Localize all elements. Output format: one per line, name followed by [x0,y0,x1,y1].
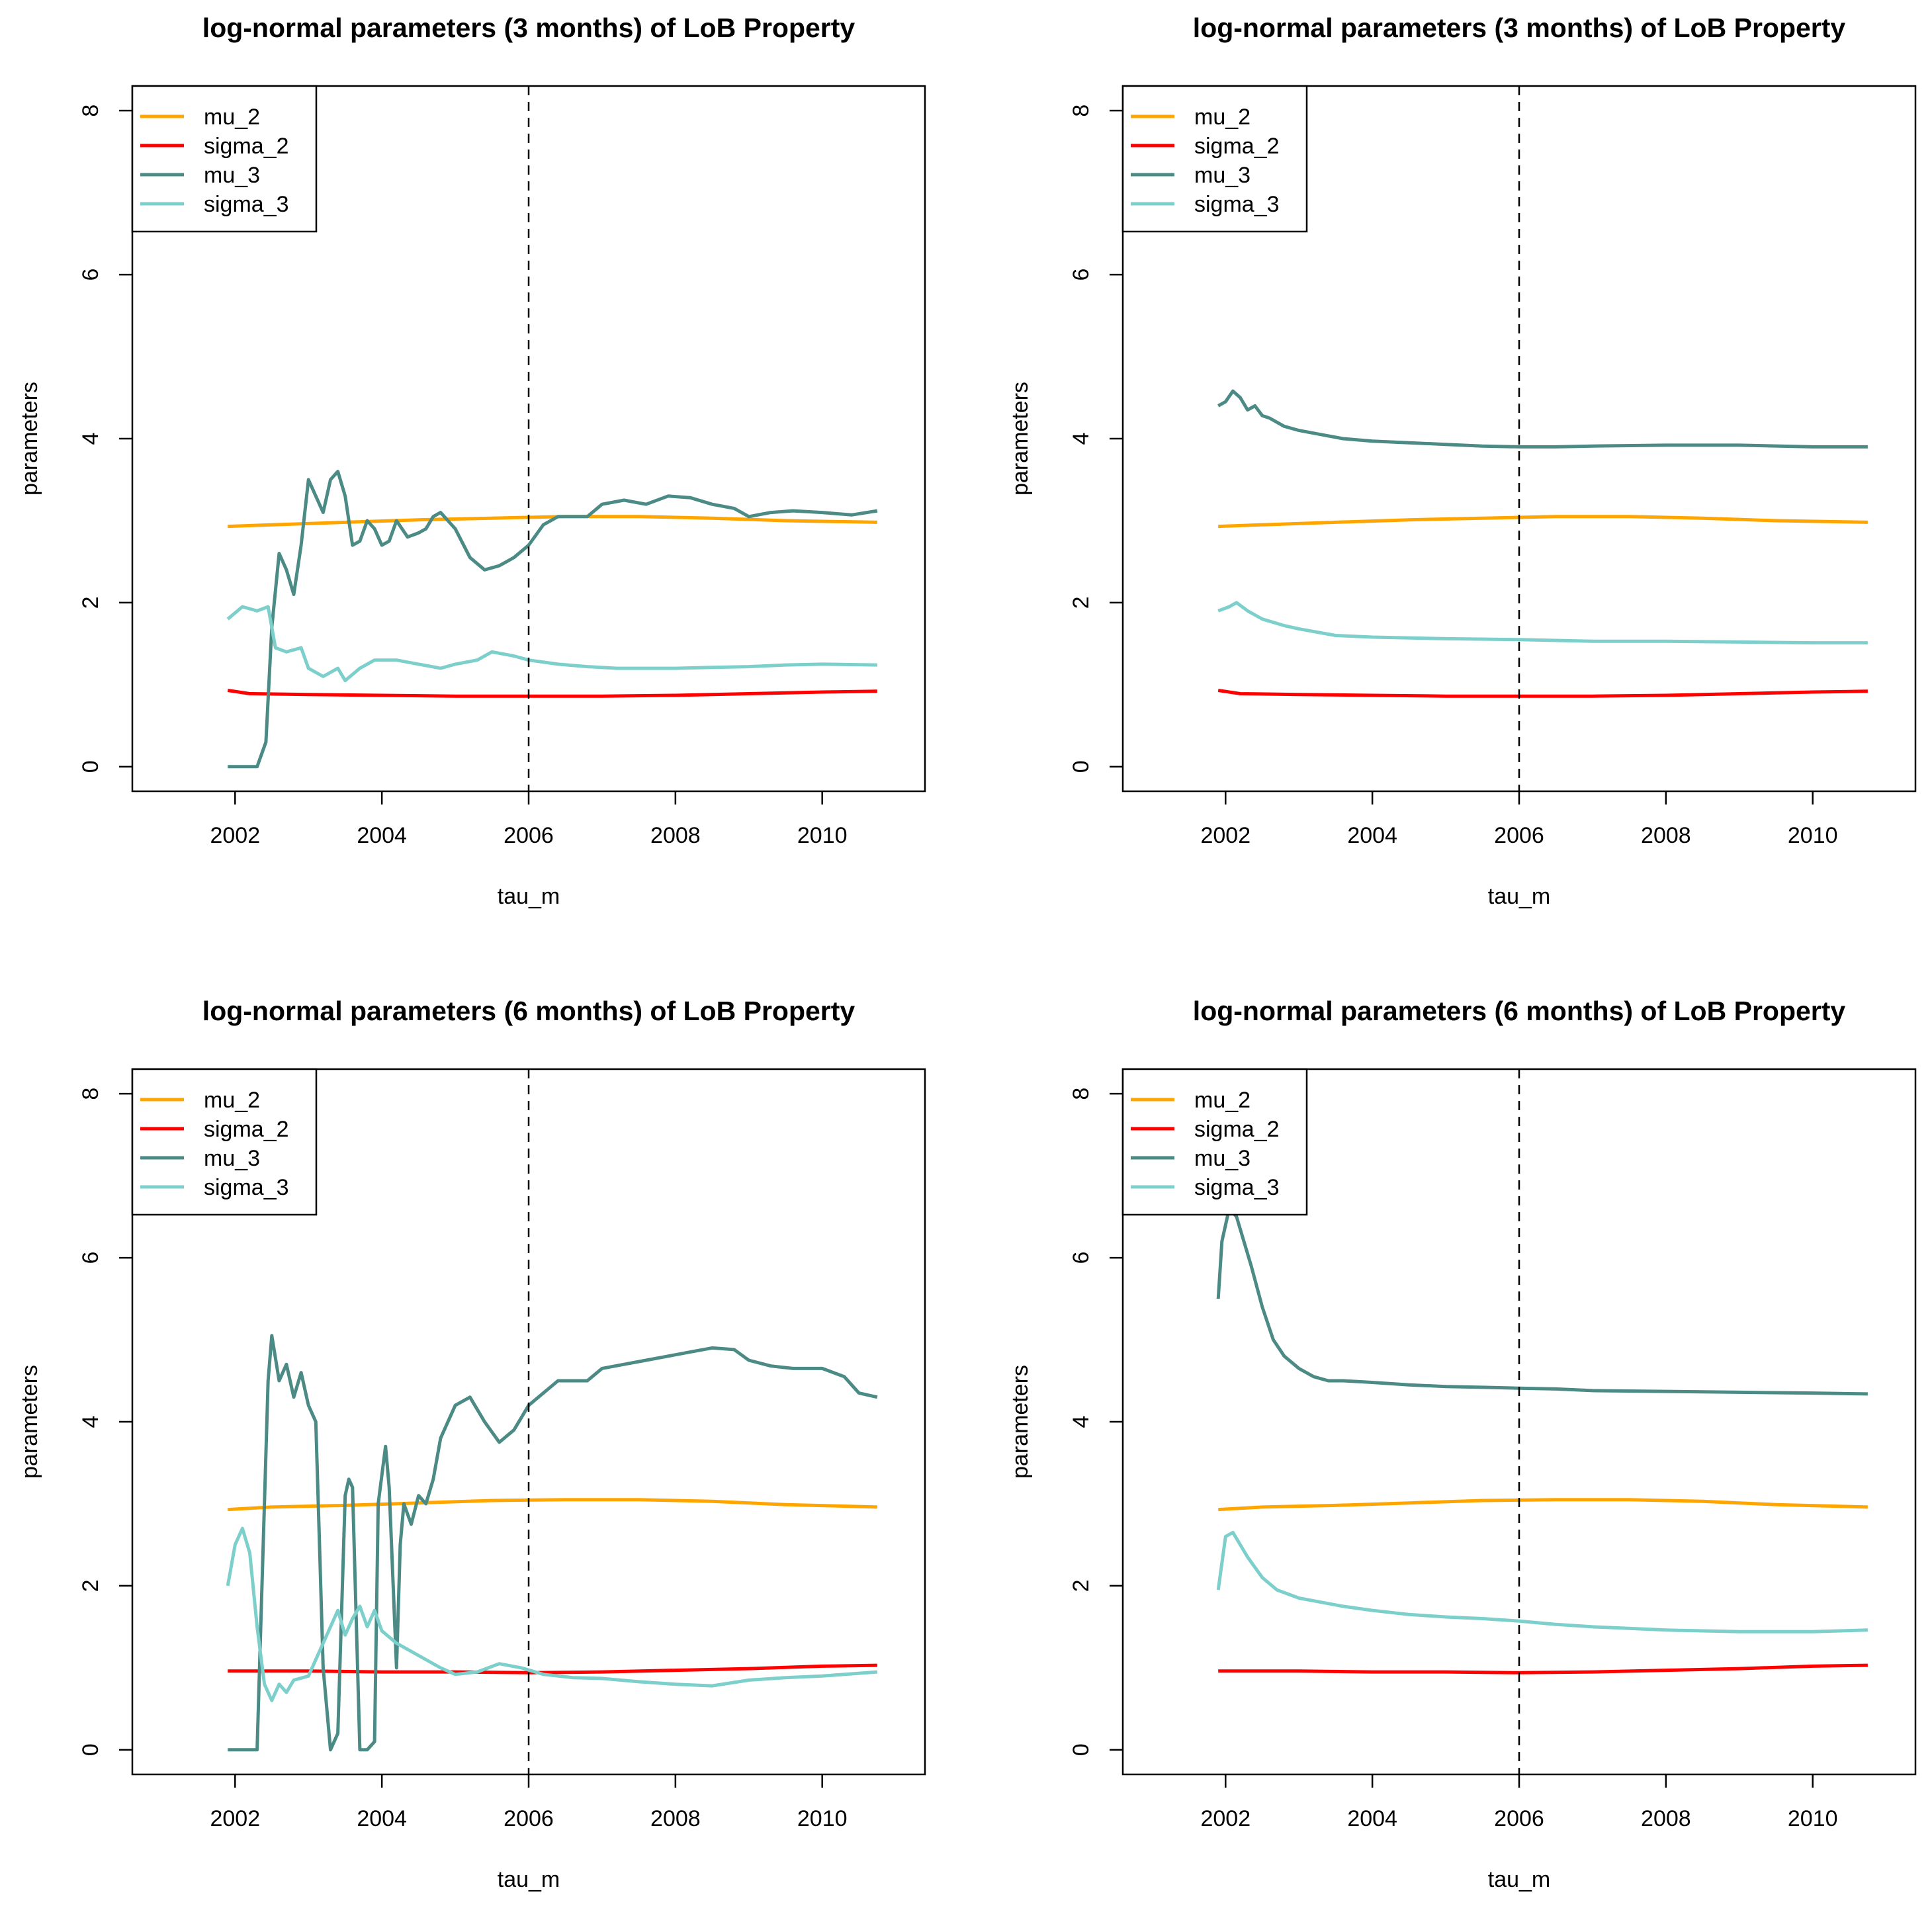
y-tick-label: 8 [78,105,103,117]
series-line-sigma-3 [1217,601,1868,645]
y-tick-label: 4 [78,1416,103,1428]
x-tick-label: 2002 [210,823,260,848]
series-line-sigma-3 [1216,1530,1868,1633]
y-tick-label: 6 [78,1252,103,1264]
x-tick-label: 2008 [650,823,701,848]
series-line-sigma-3 [226,1526,878,1702]
y-tick-label: 6 [1069,269,1094,281]
y-tick-label: 2 [1069,596,1094,609]
y-tick-label: 8 [78,1088,103,1100]
y-axis-title: parameters [1008,1365,1033,1479]
x-axis-title: tau_m [1488,884,1551,909]
x-tick-label: 2010 [1788,823,1838,848]
chart-panel-3: log-normal parameters (6 months) of LoB … [17,996,926,1892]
x-tick-label: 2004 [1347,823,1397,848]
legend-label: mu_2 [204,105,260,130]
x-tick-label: 2008 [650,1806,701,1831]
legend-label: sigma_2 [204,1117,289,1142]
y-tick-label: 4 [1069,433,1094,445]
series-line-mu-3 [1216,1207,1868,1396]
series-line-sigma-2 [1217,689,1868,698]
y-axis-title: parameters [17,382,42,496]
series-line-mu-2 [1218,515,1868,529]
legend-label: sigma_3 [204,1175,289,1200]
chart-title: log-normal parameters (6 months) of LoB … [1193,996,1846,1026]
y-tick-label: 4 [78,433,103,445]
legend-box [131,85,318,233]
x-tick-label: 2002 [1200,823,1251,848]
chart-panel-1: log-normal parameters (3 months) of LoB … [17,13,926,909]
x-tick-label: 2004 [1347,1806,1397,1831]
legend-label: sigma_2 [204,134,289,159]
x-tick-label: 2008 [1641,1806,1691,1831]
legend-label: mu_3 [1194,163,1251,188]
legend-label: mu_3 [1194,1146,1251,1171]
legend-label: mu_3 [204,1146,260,1171]
x-tick-label: 2004 [357,823,407,848]
series-line-mu-2 [1218,1498,1868,1512]
series-line-mu-3 [228,1334,878,1752]
legend-box [1121,1068,1308,1216]
series-line-mu-3 [228,470,878,769]
x-tick-label: 2006 [1494,823,1544,848]
legend-label: sigma_3 [1194,192,1280,217]
x-tick-label: 2006 [504,823,554,848]
legend-box [1121,85,1308,233]
series-line-sigma-2 [227,689,877,698]
legend-label: sigma_3 [1194,1175,1280,1200]
chart-title: log-normal parameters (3 months) of LoB … [1193,13,1846,43]
series-line-mu-2 [228,1498,877,1512]
chart-title: log-normal parameters (6 months) of LoB … [202,996,856,1026]
x-tick-label: 2010 [797,823,848,848]
chart-panel-2: log-normal parameters (3 months) of LoB … [1008,13,1917,909]
y-tick-label: 2 [78,596,103,609]
legend: mu_2 sigma_2 mu_3 sigma_3 [1121,1068,1308,1216]
y-tick-label: 0 [78,1743,103,1756]
chart-title: log-normal parameters (3 months) of LoB … [202,13,856,43]
legend: mu_2 sigma_2 mu_3 sigma_3 [131,1068,318,1216]
x-tick-label: 2002 [1200,1806,1251,1831]
series-line-sigma-2 [228,1663,877,1675]
legend-label: mu_2 [1194,1088,1251,1113]
x-tick-label: 2002 [210,1806,260,1831]
legend-label: mu_3 [204,163,260,188]
x-axis-title: tau_m [1488,1867,1551,1892]
y-tick-label: 6 [1069,1252,1094,1264]
series-line-mu-3 [1217,389,1868,449]
y-tick-label: 2 [78,1579,103,1592]
y-tick-label: 0 [1069,1743,1094,1756]
x-tick-label: 2010 [1788,1806,1838,1831]
y-tick-label: 0 [1069,760,1094,773]
legend-label: mu_2 [204,1088,260,1113]
legend-label: sigma_2 [1194,134,1280,159]
series-line-sigma-2 [1218,1663,1868,1675]
y-axis-title: parameters [1008,382,1033,496]
chart-panel-4: log-normal parameters (6 months) of LoB … [1008,996,1917,1892]
y-tick-label: 8 [1069,105,1094,117]
y-tick-label: 2 [1069,1579,1094,1592]
legend-label: sigma_2 [1194,1117,1280,1142]
x-tick-label: 2008 [1641,823,1691,848]
x-axis-title: tau_m [498,1867,560,1892]
y-tick-label: 6 [78,269,103,281]
y-tick-label: 0 [78,760,103,773]
series-line-sigma-3 [226,605,877,683]
x-axis-title: tau_m [498,884,560,909]
legend-box [131,1068,318,1216]
legend-label: mu_2 [1194,105,1251,130]
y-tick-label: 4 [1069,1416,1094,1428]
y-tick-label: 8 [1069,1088,1094,1100]
legend: mu_2 sigma_2 mu_3 sigma_3 [1121,85,1308,233]
legend: mu_2 sigma_2 mu_3 sigma_3 [131,85,318,233]
legend-label: sigma_3 [204,192,289,217]
x-tick-label: 2004 [357,1806,407,1831]
x-tick-label: 2006 [1494,1806,1544,1831]
x-tick-label: 2010 [797,1806,848,1831]
x-tick-label: 2006 [504,1806,554,1831]
y-axis-title: parameters [17,1365,42,1479]
